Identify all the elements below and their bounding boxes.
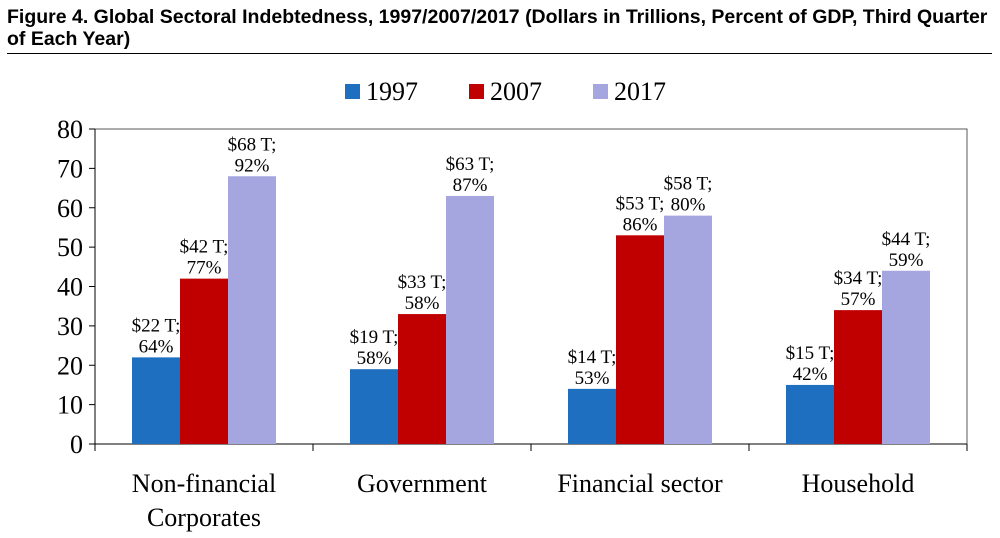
data-label-percent: 92% xyxy=(235,155,270,176)
bar-2017 xyxy=(882,270,930,444)
data-label-percent: 80% xyxy=(671,195,706,216)
data-label-value: $34 T; xyxy=(834,268,883,289)
y-tick-label: 40 xyxy=(57,273,83,302)
legend-swatch xyxy=(469,84,484,99)
y-tick-label: 10 xyxy=(57,391,83,420)
bar-2017 xyxy=(664,215,712,444)
data-label-value: $14 T; xyxy=(568,347,617,368)
y-tick-label: 0 xyxy=(70,430,83,459)
y-tick-label: 30 xyxy=(57,312,83,341)
data-label-value: $53 T; xyxy=(616,193,665,214)
category-label: Financial sector xyxy=(557,469,723,498)
data-label-percent: 64% xyxy=(139,336,174,357)
data-label-value: $63 T; xyxy=(446,154,495,175)
bar-1997 xyxy=(786,384,834,444)
data-label-percent: 59% xyxy=(889,250,924,271)
bar-1997 xyxy=(132,357,180,444)
bar-2007 xyxy=(834,310,882,444)
data-label-value: $19 T; xyxy=(350,327,399,348)
category-labels: Non-financial Corporates Government Financi… xyxy=(132,469,915,532)
legend-swatch xyxy=(593,84,608,99)
data-label-percent: 57% xyxy=(841,289,876,310)
data-label-percent: 58% xyxy=(357,348,392,369)
category-label: Corporates xyxy=(147,503,261,532)
legend-label: 2007 xyxy=(490,77,542,106)
bar-1997 xyxy=(350,369,398,444)
chart-legend: 1997 2007 2017 xyxy=(345,77,666,106)
data-label-value: $58 T; xyxy=(664,174,713,195)
data-label-value: $22 T; xyxy=(132,315,181,336)
bar-2007 xyxy=(180,278,228,444)
y-tick-label: 50 xyxy=(57,233,83,262)
y-tick-label: 70 xyxy=(57,154,83,183)
category-label: Government xyxy=(357,469,488,498)
x-axis-ticks xyxy=(94,444,968,451)
data-label-percent: 87% xyxy=(453,175,488,196)
data-labels: $22 T;64%$42 T;77%$68 T;92%$19 T;58%$33 … xyxy=(132,134,931,389)
figure-caption: Figure 4. Global Sectoral Indebtedness, … xyxy=(7,6,992,54)
y-tick-label: 20 xyxy=(57,351,83,380)
bar-2017 xyxy=(228,176,276,444)
data-label-value: $44 T; xyxy=(882,229,931,250)
data-label-value: $15 T; xyxy=(786,343,835,364)
bar-2017 xyxy=(446,195,494,444)
bar-series xyxy=(132,176,930,444)
data-label-value: $33 T; xyxy=(398,272,447,293)
y-axis-ticks: 0 10 20 30 40 50 60 70 80 xyxy=(57,115,95,459)
data-label-percent: 53% xyxy=(575,368,610,389)
y-tick-label: 80 xyxy=(57,115,83,144)
legend-swatch xyxy=(345,84,360,99)
data-label-value: $68 T; xyxy=(228,134,277,155)
legend-label: 1997 xyxy=(366,77,418,106)
data-label-percent: 58% xyxy=(405,293,440,314)
data-label-percent: 42% xyxy=(793,364,828,385)
data-label-value: $42 T; xyxy=(180,237,229,258)
data-label-percent: 86% xyxy=(623,214,658,235)
bar-2007 xyxy=(398,314,446,444)
data-label-percent: 77% xyxy=(187,258,222,279)
bar-1997 xyxy=(568,388,616,444)
bar-2007 xyxy=(616,235,664,444)
category-label: Non-financial xyxy=(132,469,276,498)
y-tick-label: 60 xyxy=(57,194,83,223)
category-label: Household xyxy=(802,469,915,498)
legend-label: 2017 xyxy=(614,77,666,106)
